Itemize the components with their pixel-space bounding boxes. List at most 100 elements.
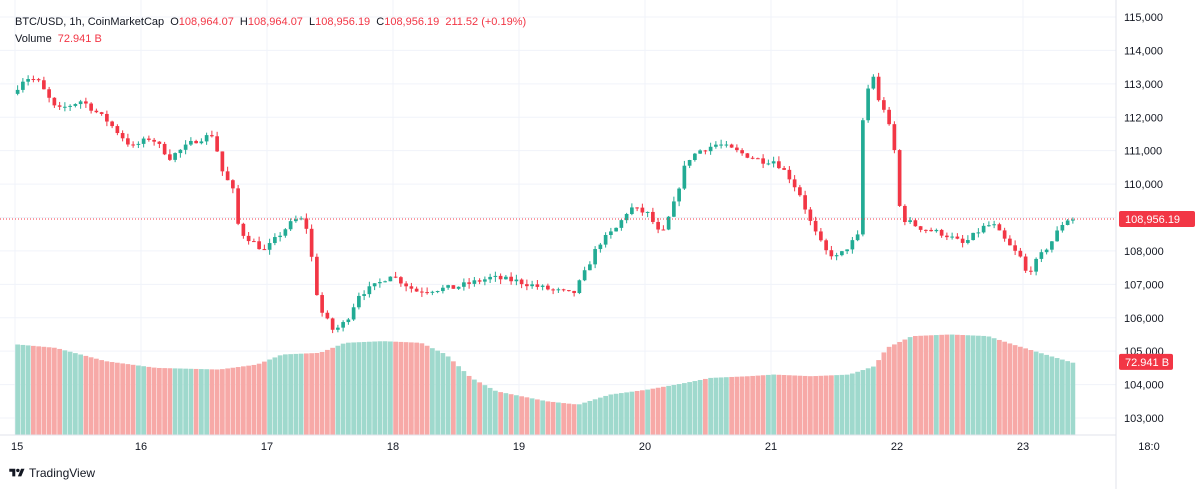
candle-body bbox=[598, 244, 603, 250]
candle bbox=[792, 175, 797, 192]
volume-bar bbox=[813, 376, 818, 435]
volume-bar bbox=[57, 348, 62, 435]
volume-bar bbox=[907, 337, 913, 435]
candle-body bbox=[882, 100, 886, 110]
candle-body bbox=[593, 249, 597, 265]
volume-bar bbox=[330, 347, 335, 435]
candle-body bbox=[876, 76, 881, 101]
candle bbox=[451, 285, 456, 289]
volume-bar bbox=[645, 389, 650, 435]
candle-body bbox=[913, 220, 918, 227]
candle-body bbox=[714, 144, 718, 147]
candle bbox=[934, 228, 939, 233]
volume-value: 72.941 B bbox=[57, 33, 102, 45]
candle-body bbox=[483, 279, 487, 282]
volume-bar bbox=[477, 382, 482, 435]
candle-body bbox=[241, 223, 246, 236]
volume-bar bbox=[267, 359, 272, 435]
candle bbox=[703, 149, 708, 155]
legend-row-volume: Volume 72.941 B bbox=[15, 31, 526, 48]
candle bbox=[99, 111, 104, 116]
last-volume-tag: 72.941 B bbox=[1119, 353, 1173, 370]
high-label: H bbox=[239, 16, 248, 28]
candle-body bbox=[136, 143, 141, 145]
candle-body bbox=[798, 187, 802, 196]
volume-bar bbox=[613, 393, 619, 435]
candle-body bbox=[635, 207, 639, 209]
candle bbox=[346, 317, 351, 325]
candle-body bbox=[897, 150, 902, 206]
candle bbox=[378, 278, 382, 288]
y-tick-label: 103,000 bbox=[1124, 413, 1164, 425]
candle-body bbox=[782, 168, 786, 170]
y-tick-label: 111,000 bbox=[1124, 146, 1162, 158]
volume-layer bbox=[15, 334, 1076, 435]
candle bbox=[504, 274, 508, 280]
candle-body bbox=[582, 270, 587, 281]
candle bbox=[861, 117, 865, 237]
time-axis[interactable]: 15 16 17 18 19 20 21 22 23 18:0 bbox=[0, 434, 1160, 453]
candle bbox=[89, 102, 93, 114]
candle-body bbox=[183, 144, 188, 150]
candle bbox=[871, 74, 876, 90]
tradingview-brand[interactable]: TradingView bbox=[9, 466, 95, 480]
candle-body bbox=[267, 243, 272, 250]
candle-body bbox=[934, 229, 939, 232]
candle bbox=[939, 228, 944, 238]
x-tick-label: 22 bbox=[891, 441, 903, 453]
volume-bar bbox=[109, 362, 115, 435]
candle-body bbox=[640, 207, 645, 213]
volume-bar bbox=[1028, 350, 1034, 435]
candle bbox=[577, 279, 582, 295]
volume-bar bbox=[67, 351, 73, 435]
candle-body bbox=[362, 294, 366, 296]
candle bbox=[745, 152, 750, 159]
candle bbox=[325, 310, 330, 320]
x-tick-label: 18:0 bbox=[1138, 441, 1159, 453]
candle-body bbox=[540, 285, 545, 287]
volume-label[interactable]: Volume bbox=[15, 33, 52, 45]
candle bbox=[630, 203, 634, 216]
candle bbox=[656, 217, 660, 234]
high-value: 108,964.07 bbox=[247, 16, 303, 28]
volume-bar bbox=[414, 342, 419, 435]
candle bbox=[519, 278, 524, 289]
candle-body bbox=[1013, 245, 1017, 251]
candle bbox=[892, 121, 897, 154]
candle bbox=[645, 211, 650, 218]
candle-body bbox=[939, 229, 944, 236]
candle-body bbox=[509, 276, 513, 282]
volume-bar bbox=[598, 397, 603, 435]
candle-body bbox=[372, 283, 377, 287]
volume-bar bbox=[1012, 345, 1018, 435]
candle-body bbox=[908, 220, 912, 223]
candle bbox=[393, 271, 398, 279]
last-price-tag-bg bbox=[1119, 210, 1195, 227]
candle-body bbox=[955, 236, 960, 239]
price-axis[interactable]: 115,000 114,000 113,000 112,000 111,000 110,0… bbox=[1115, 0, 1164, 489]
candle bbox=[367, 281, 372, 298]
volume-bar bbox=[1049, 356, 1055, 435]
candle-body bbox=[929, 229, 933, 232]
candle bbox=[603, 232, 608, 248]
y-tick-label: 115,000 bbox=[1124, 12, 1163, 24]
candle-body bbox=[740, 150, 744, 154]
candle bbox=[194, 139, 198, 144]
volume-bar bbox=[283, 354, 288, 435]
volume-bar bbox=[514, 395, 519, 435]
candle-body bbox=[1055, 230, 1059, 242]
volume-bar bbox=[745, 376, 750, 435]
volume-bar bbox=[808, 376, 813, 435]
candle-body bbox=[609, 231, 613, 235]
symbol-title[interactable]: BTC/USD, 1h, CoinMarketCap bbox=[15, 16, 165, 28]
candle-body bbox=[871, 76, 876, 89]
volume-bar bbox=[472, 379, 477, 435]
y-tick-label: 107,000 bbox=[1124, 279, 1164, 291]
volume-bar bbox=[661, 386, 666, 435]
candle-body bbox=[561, 289, 566, 291]
candle bbox=[141, 136, 146, 148]
volume-bar bbox=[403, 342, 409, 435]
candle bbox=[189, 137, 193, 146]
